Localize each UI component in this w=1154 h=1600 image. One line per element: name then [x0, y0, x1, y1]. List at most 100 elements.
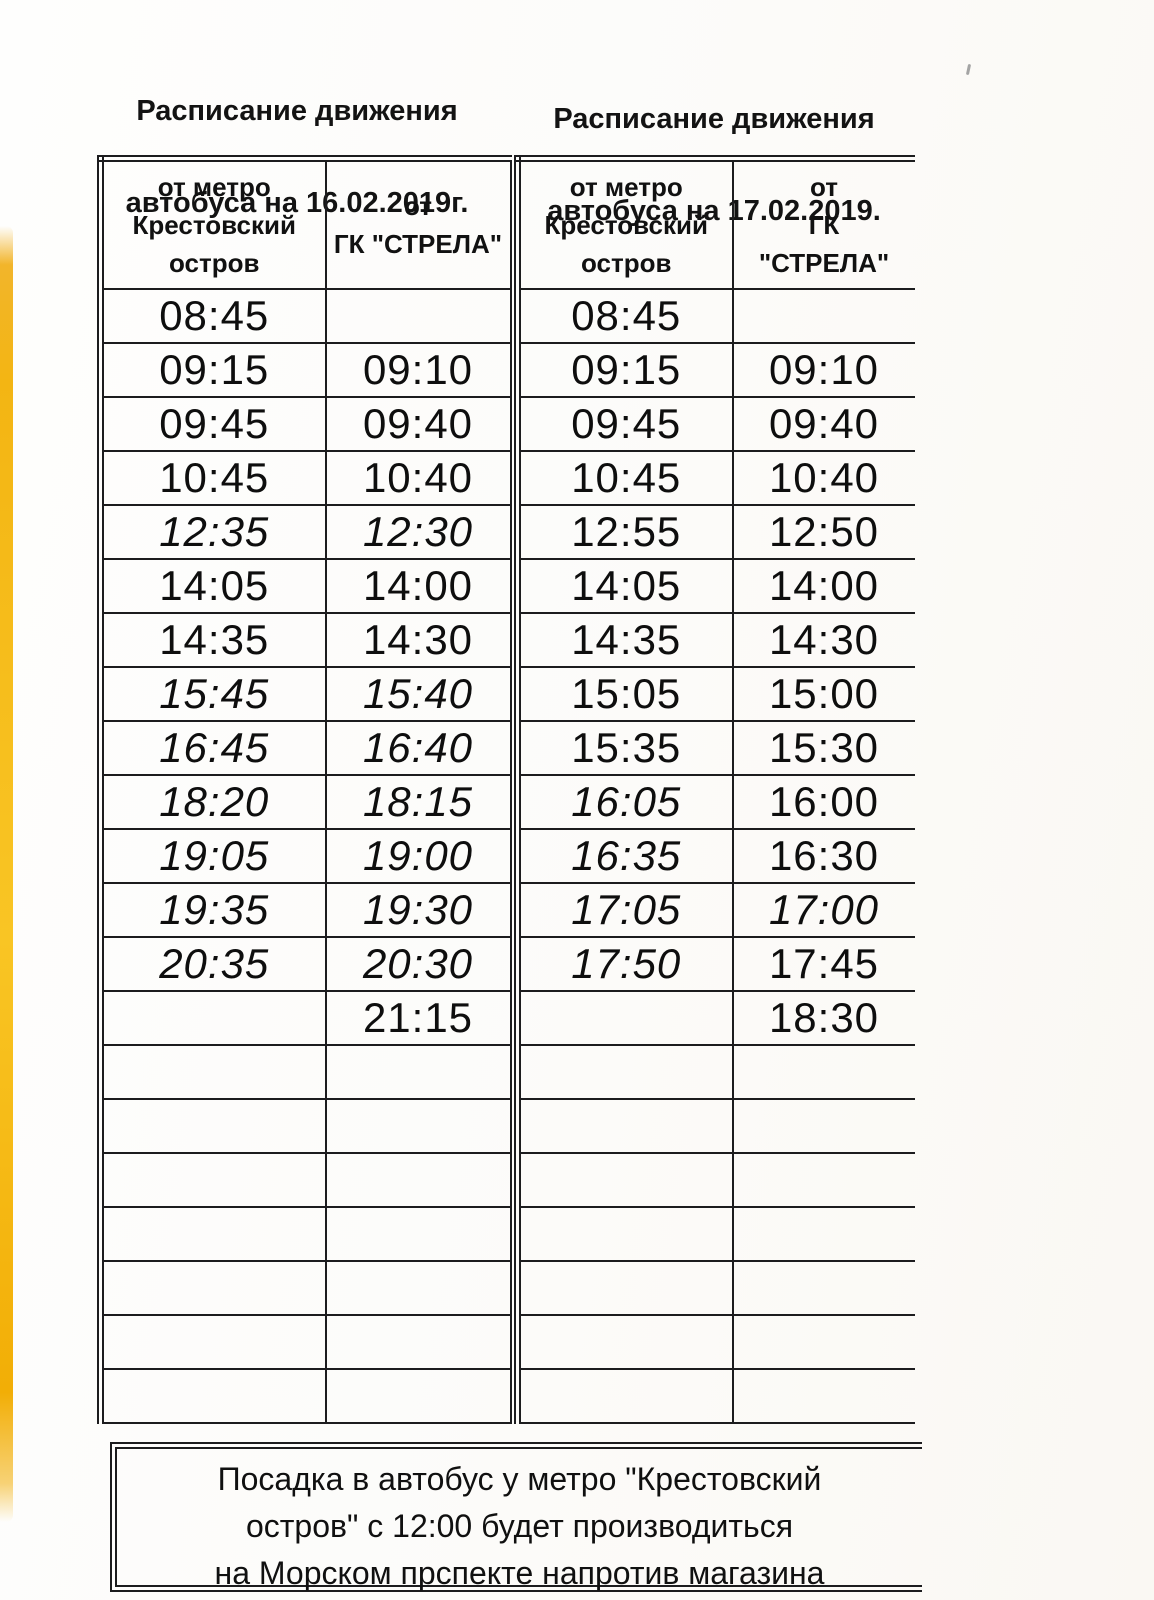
schedule-row: 12:35 12:30 [99, 504, 512, 560]
empty-cell [731, 1260, 915, 1316]
time-cell-strela: 19:30 [324, 882, 512, 938]
schedule-row: 14:35 14:30 [516, 612, 915, 668]
empty-row [516, 1044, 915, 1100]
empty-cell [516, 1152, 734, 1208]
schedule-row: 12:55 12:50 [516, 504, 915, 560]
time-cell-strela: 17:45 [731, 936, 915, 992]
time-cell-metro: 14:05 [516, 558, 734, 614]
time-cell-metro: 14:05 [99, 558, 327, 614]
empty-row [99, 1098, 512, 1154]
time-cell-metro: 15:45 [99, 666, 327, 722]
schedule-row: 19:35 19:30 [99, 882, 512, 938]
schedule-row: 16:35 16:30 [516, 828, 915, 884]
empty-row [99, 1044, 512, 1100]
empty-cell [324, 1206, 512, 1262]
time-cell-strela: 09:10 [731, 342, 915, 398]
schedule-row: 18:30 [516, 990, 915, 1046]
empty-cell [99, 1368, 327, 1424]
time-cell-strela: 21:15 [324, 990, 512, 1046]
empty-cell [324, 1098, 512, 1154]
empty-cell [99, 1044, 327, 1100]
empty-row [516, 1206, 915, 1262]
time-cell-metro: 09:45 [516, 396, 734, 452]
time-cell-metro: 18:20 [99, 774, 327, 830]
empty-cell [516, 1098, 734, 1154]
time-cell-strela: 16:40 [324, 720, 512, 776]
time-cell-metro: 16:45 [99, 720, 327, 776]
empty-cell [516, 1206, 734, 1262]
empty-cell [731, 1044, 915, 1100]
time-cell-strela [731, 288, 915, 344]
time-cell-strela: 16:30 [731, 828, 915, 884]
empty-cell [99, 1260, 327, 1316]
scan-edge-yellow-stripe [0, 226, 13, 1522]
empty-cell [731, 1368, 915, 1424]
schedule-row: 15:35 15:30 [516, 720, 915, 776]
time-cell-strela: 10:40 [324, 450, 512, 506]
time-cell-strela: 14:00 [731, 558, 915, 614]
empty-row [516, 1098, 915, 1154]
time-cell-strela: 09:10 [324, 342, 512, 398]
time-cell-metro: 08:45 [516, 288, 734, 344]
time-cell-strela: 10:40 [731, 450, 915, 506]
empty-cell [516, 1314, 734, 1370]
schedule-row: 16:05 16:00 [516, 774, 915, 830]
time-cell-strela: 15:40 [324, 666, 512, 722]
time-cell-strela: 20:30 [324, 936, 512, 992]
time-cell-metro: 20:35 [99, 936, 327, 992]
header-row: от метро Крестовский остров от ГК "СТРЕЛ… [99, 157, 512, 290]
schedule-row: 09:15 09:10 [516, 342, 915, 398]
empty-row [516, 1152, 915, 1208]
time-cell-strela: 09:40 [324, 396, 512, 452]
schedule-row: 16:45 16:40 [99, 720, 512, 776]
header-from-metro: от метро Крестовский остров [99, 157, 327, 290]
time-cell-strela: 17:00 [731, 882, 915, 938]
time-cell-metro: 08:45 [99, 288, 327, 344]
header-row: от метро Крестовский остров от ГК "СТРЕЛ… [516, 157, 915, 290]
empty-cell [731, 1098, 915, 1154]
empty-row [99, 1314, 512, 1370]
empty-cell [99, 1206, 327, 1262]
time-cell-metro: 10:45 [99, 450, 327, 506]
time-cell-strela: 16:00 [731, 774, 915, 830]
time-cell-metro: 12:35 [99, 504, 327, 560]
empty-cell [516, 1368, 734, 1424]
title-line: Расписание движения [553, 103, 875, 135]
time-cell-metro: 10:45 [516, 450, 734, 506]
time-cell-strela: 09:40 [731, 396, 915, 452]
time-cell-metro: 14:35 [99, 612, 327, 668]
time-cell-metro: 17:50 [516, 936, 734, 992]
empty-row [516, 1314, 915, 1370]
empty-cell [99, 1152, 327, 1208]
schedule-row: 18:20 18:15 [99, 774, 512, 830]
schedule-row: 10:45 10:40 [516, 450, 915, 506]
schedule-row: 09:45 09:40 [99, 396, 512, 452]
empty-cell [516, 1260, 734, 1316]
empty-cell [99, 1314, 327, 1370]
time-cell-metro: 16:35 [516, 828, 734, 884]
schedule-row: 17:50 17:45 [516, 936, 915, 992]
time-cell-strela: 12:50 [731, 504, 915, 560]
time-cell-metro: 16:05 [516, 774, 734, 830]
empty-cell [731, 1314, 915, 1370]
schedule-row: 20:35 20:30 [99, 936, 512, 992]
time-cell-metro: 09:15 [99, 342, 327, 398]
empty-cell [324, 1368, 512, 1424]
schedule-row: 19:05 19:00 [99, 828, 512, 884]
time-cell-metro [516, 990, 734, 1046]
schedule-row: 14:05 14:00 [99, 558, 512, 614]
time-cell-metro: 15:05 [516, 666, 734, 722]
time-cell-strela: 18:30 [731, 990, 915, 1046]
schedule-row: 08:45 [516, 288, 915, 344]
empty-row [516, 1368, 915, 1424]
time-cell-strela: 15:30 [731, 720, 915, 776]
header-from-strela: от ГК "СТРЕЛА" [324, 157, 512, 290]
schedule-row: 08:45 [99, 288, 512, 344]
time-cell-metro: 19:35 [99, 882, 327, 938]
time-cell-metro: 14:35 [516, 612, 734, 668]
empty-cell [731, 1152, 915, 1208]
title-line: Расписание движения [136, 95, 458, 127]
schedule-table-17-02: от метро Крестовский остров от ГК "СТРЕЛ… [514, 155, 915, 1424]
empty-cell [324, 1152, 512, 1208]
